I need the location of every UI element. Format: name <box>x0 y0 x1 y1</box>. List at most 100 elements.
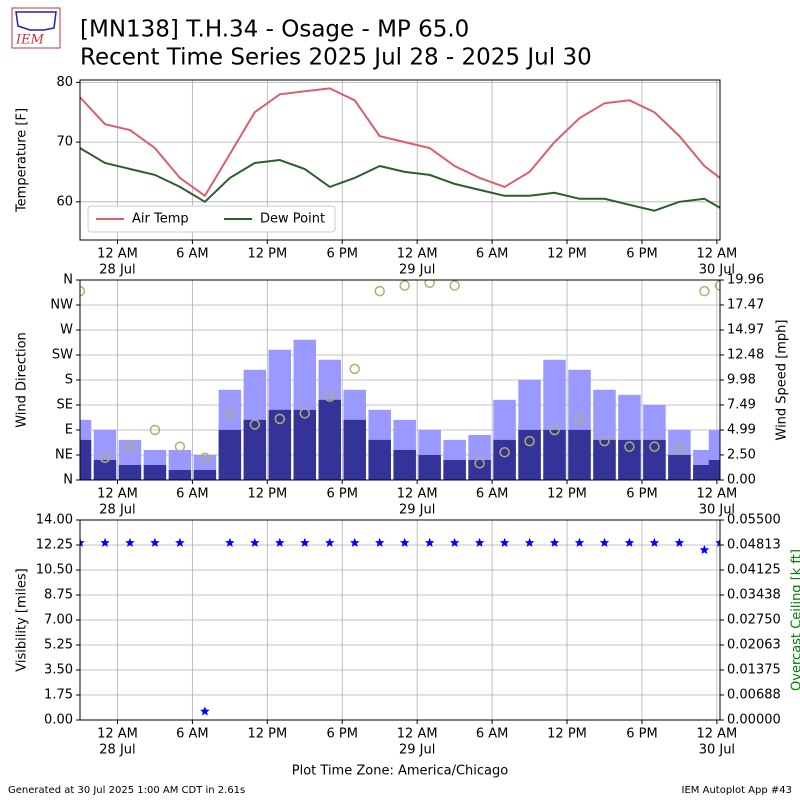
footer: Generated at 30 Jul 2025 1:00 AM CDT in … <box>8 785 245 796</box>
x-tick-label: 6 PM <box>327 727 358 742</box>
y2-tick-label: 0.00688 <box>727 687 781 702</box>
x-tick-sublabel: 28 Jul <box>99 743 135 758</box>
scatter-point <box>674 444 685 455</box>
y2-tick-label: 4.99 <box>727 423 756 438</box>
scatter-point <box>374 285 385 297</box>
x-tick-sublabel: 28 Jul <box>99 263 135 278</box>
x-tick-label: 6 AM <box>476 487 509 502</box>
x-tick-label: 6 PM <box>626 727 657 742</box>
bar <box>168 469 192 480</box>
x-tick-label: 6 AM <box>176 247 209 262</box>
y-tick-label: 8.75 <box>44 588 73 603</box>
x-tick-label: 12 PM <box>547 487 587 502</box>
bar <box>143 464 167 480</box>
y-tick-label: W <box>60 323 73 338</box>
star-point <box>474 537 485 547</box>
bar <box>118 464 142 480</box>
scatter-point <box>499 446 510 458</box>
y-tick-label: E <box>65 423 73 438</box>
x-tick-label: 12 AM <box>397 727 438 742</box>
y-tick-label: 80 <box>56 75 73 90</box>
star-point <box>699 545 710 554</box>
bar <box>568 429 591 480</box>
y2-tick-label: 17.47 <box>727 297 764 312</box>
x-tick-sublabel: 29 Jul <box>399 503 435 518</box>
star-point <box>599 537 610 547</box>
bar <box>543 429 566 480</box>
x-tick-label: 12 PM <box>547 247 587 262</box>
x-tick-label: 12 PM <box>247 487 287 502</box>
bar <box>708 459 720 480</box>
star-point <box>250 537 260 547</box>
legend-box <box>87 205 336 233</box>
line <box>80 87 720 198</box>
x-tick-label: 12 AM <box>397 247 438 262</box>
x-tick-label: 12 AM <box>97 487 138 502</box>
bar <box>218 429 242 480</box>
plot-frame <box>79 519 721 721</box>
y2-tick-label: 0.03438 <box>727 587 781 602</box>
plot-area <box>80 537 720 716</box>
bar <box>643 439 666 480</box>
y-tick-label: 12.25 <box>36 538 73 553</box>
star-point <box>375 537 385 547</box>
scatter-point <box>99 452 111 464</box>
bar <box>93 459 117 480</box>
x-tick-sublabel: 30 Jul <box>699 263 735 278</box>
x-tick-sublabel: 29 Jul <box>399 263 435 278</box>
star-point <box>524 537 535 547</box>
y2-tick-label: 12.48 <box>727 347 764 362</box>
y-axis-label: Visibility [miles] <box>15 568 30 671</box>
scatter-point <box>424 280 435 289</box>
title: [MN138] T.H.34 - Osage - MP 65.0 <box>80 17 469 43</box>
star-point <box>200 706 210 716</box>
star-point <box>275 537 285 547</box>
scatter-point <box>199 452 211 464</box>
star-point <box>350 537 360 547</box>
y-axis-label: Wind Direction <box>15 332 30 428</box>
star-point <box>125 537 135 547</box>
y-tick-label: 14.00 <box>36 513 73 528</box>
scatter-point <box>249 419 261 430</box>
y-tick-label: 60 <box>56 194 73 209</box>
scatter-point <box>299 408 311 419</box>
scatter-point <box>624 441 635 452</box>
x-tick-label: 6 AM <box>476 727 509 742</box>
x-tick-label: 6 PM <box>626 487 657 502</box>
y2-tick-label: 19.96 <box>727 273 764 288</box>
bar <box>493 439 516 480</box>
x-tick-label: 12 AM <box>696 727 737 742</box>
y-tick-label: NW <box>50 298 73 313</box>
plot-frame <box>79 79 721 241</box>
y2-tick-label: 0.02750 <box>727 613 781 628</box>
bar <box>368 439 391 480</box>
x-tick-label: 6 PM <box>327 487 358 502</box>
star-point <box>80 537 85 547</box>
star-point <box>624 537 635 547</box>
logo-map <box>15 11 57 31</box>
scatter-point <box>224 408 236 419</box>
x-tick-label: 6 AM <box>476 247 509 262</box>
x-tick-sublabel: 30 Jul <box>699 503 735 518</box>
x-tick-label: 12 AM <box>97 247 138 262</box>
y2-tick-label: 2.50 <box>727 447 756 462</box>
bar <box>243 419 267 480</box>
scatter-point <box>399 280 410 291</box>
y2-tick-label: 0.00000 <box>727 713 781 728</box>
scatter-point <box>349 363 360 375</box>
star-point <box>100 537 110 547</box>
y2-tick-label: 0.05500 <box>727 513 781 528</box>
star-point <box>325 537 335 547</box>
y2-tick-label: 0.00 <box>727 473 756 488</box>
star-point <box>300 537 310 547</box>
x-axis-label: Plot Time Zone: America/Chicago <box>292 764 508 779</box>
star-point <box>175 537 185 547</box>
logo-text: IEM <box>15 33 45 48</box>
star-point <box>574 537 585 547</box>
y-tick-label: SW <box>52 348 73 363</box>
title: Recent Time Series 2025 Jul 28 - 2025 Ju… <box>80 45 592 71</box>
y2-tick-label: 0.02063 <box>727 637 781 652</box>
x-tick-label: 12 AM <box>97 727 138 742</box>
scatter-point <box>574 413 585 425</box>
y-tick-label: N <box>63 273 73 288</box>
